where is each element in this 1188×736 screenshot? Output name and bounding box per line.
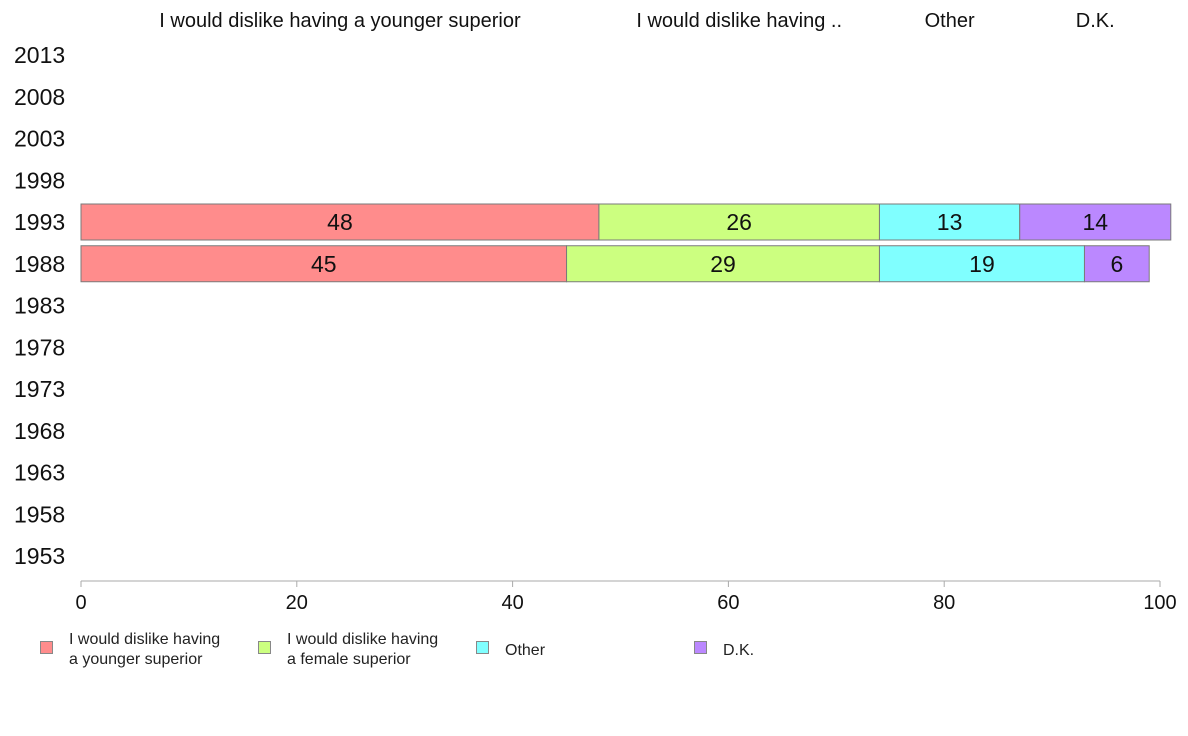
- x-tick-label-100: 100: [1143, 592, 1176, 614]
- series-header-1: I would dislike having ..: [636, 10, 842, 32]
- legend-label: Other: [505, 642, 546, 659]
- x-tick-label-20: 20: [286, 592, 308, 614]
- data-label-1993-series-1: 26: [726, 209, 752, 235]
- legend-item-female-superior: I would dislike having a female superior: [258, 630, 438, 670]
- x-tick-label-60: 60: [717, 592, 739, 614]
- legend-swatch-younger-superior: [40, 641, 53, 654]
- category-label-1978: 1978: [14, 334, 65, 360]
- data-label-1988-series-1: 29: [710, 251, 736, 277]
- category-label-1958: 1958: [14, 501, 65, 527]
- bar-1988-series-3: [1083, 245, 1150, 283]
- category-label-1953: 1953: [14, 543, 65, 569]
- bar-1988-series-2: [878, 245, 1085, 283]
- category-label-1973: 1973: [14, 376, 65, 402]
- category-label-1983: 1983: [14, 293, 65, 319]
- category-label-1968: 1968: [14, 418, 65, 444]
- bar-1993-series-1: [598, 203, 880, 241]
- category-label-1993: 1993: [14, 209, 65, 235]
- category-label-1998: 1998: [14, 167, 65, 193]
- series-header-3: D.K.: [1076, 10, 1115, 32]
- category-label-1988: 1988: [14, 251, 65, 277]
- data-label-1988-series-0: 45: [311, 251, 337, 277]
- x-tick-label-0: 0: [75, 592, 86, 614]
- legend-item-other: Other: [476, 630, 545, 661]
- legend-label: D.K.: [723, 642, 755, 659]
- bar-1993-series-3: [1019, 203, 1172, 241]
- category-label-1963: 1963: [14, 460, 65, 486]
- legend-item-dk: D.K.: [694, 630, 754, 661]
- category-label-2013: 2013: [14, 42, 65, 68]
- bar-1993-series-0: [80, 203, 600, 241]
- legend-item-younger-superior: I would dislike having a younger superio…: [40, 630, 220, 670]
- bar-1988-series-1: [566, 245, 880, 283]
- legend-swatch-dk: [694, 641, 707, 654]
- data-label-1988-series-2: 19: [969, 251, 995, 277]
- legend-label: I would dislike having a younger superio…: [69, 631, 221, 668]
- legend-swatch-female-superior: [258, 641, 271, 654]
- series-header-2: Other: [925, 10, 975, 32]
- data-label-1993-series-0: 48: [327, 209, 353, 235]
- data-label-1993-series-3: 14: [1082, 209, 1108, 235]
- data-label-1988-series-3: 6: [1110, 251, 1123, 277]
- legend-swatch-other: [476, 641, 489, 654]
- legend: I would dislike having a younger superio…: [0, 630, 1188, 680]
- category-label-2003: 2003: [14, 126, 65, 152]
- x-tick-label-80: 80: [933, 592, 955, 614]
- bar-1988-series-0: [80, 245, 568, 283]
- x-tick-label-40: 40: [501, 592, 523, 614]
- bar-1993-series-2: [878, 203, 1021, 241]
- data-label-1993-series-2: 13: [937, 209, 963, 235]
- category-label-2008: 2008: [14, 84, 65, 110]
- series-header-0: I would dislike having a younger superio…: [159, 10, 521, 32]
- legend-label: I would dislike having a female superior: [287, 631, 439, 668]
